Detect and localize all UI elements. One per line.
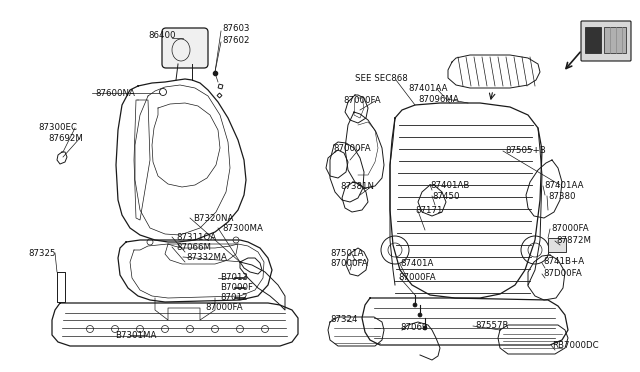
Text: 87300MA: 87300MA	[222, 224, 263, 232]
Text: RB7000DC: RB7000DC	[552, 340, 598, 350]
Text: 87505+B: 87505+B	[505, 145, 546, 154]
Text: B7320NA: B7320NA	[193, 214, 234, 222]
Circle shape	[413, 303, 417, 307]
Text: SEE SEC868: SEE SEC868	[355, 74, 408, 83]
Text: 87000FA: 87000FA	[205, 304, 243, 312]
Text: 87D00FA: 87D00FA	[543, 269, 582, 279]
Text: 87557R: 87557R	[475, 321, 509, 330]
Text: 87380: 87380	[548, 192, 575, 201]
Text: 87603: 87603	[222, 23, 250, 32]
Circle shape	[423, 326, 427, 330]
Text: 87325: 87325	[28, 248, 56, 257]
Text: 87171: 87171	[415, 205, 442, 215]
Text: 87000FA: 87000FA	[398, 273, 436, 282]
Text: 87501A: 87501A	[330, 248, 364, 257]
Text: 87381N: 87381N	[340, 182, 374, 190]
Text: 87311QA: 87311QA	[176, 232, 216, 241]
Text: 87069: 87069	[400, 324, 428, 333]
Text: 87450: 87450	[432, 192, 460, 201]
Text: 87066M: 87066M	[176, 243, 211, 251]
FancyBboxPatch shape	[581, 21, 631, 61]
Text: 87401AB: 87401AB	[430, 180, 469, 189]
Text: 86400: 86400	[148, 31, 175, 39]
Text: 87012: 87012	[220, 294, 248, 302]
Text: 87692M: 87692M	[48, 134, 83, 142]
Text: 87602: 87602	[222, 35, 250, 45]
Text: 87000FA: 87000FA	[551, 224, 589, 232]
Text: 87401AA: 87401AA	[544, 180, 584, 189]
Text: 87000FA: 87000FA	[343, 96, 381, 105]
Text: 87401AA: 87401AA	[408, 83, 447, 93]
Text: 87300EC: 87300EC	[38, 122, 77, 131]
Text: 87332MA: 87332MA	[186, 253, 227, 262]
Text: 8741B+A: 8741B+A	[543, 257, 584, 266]
Circle shape	[418, 313, 422, 317]
Bar	[585, 27, 601, 53]
Text: B7301MA: B7301MA	[115, 330, 156, 340]
FancyBboxPatch shape	[162, 28, 208, 68]
Text: 87872M: 87872M	[556, 235, 591, 244]
Text: 87000FA: 87000FA	[333, 144, 371, 153]
Bar	[604, 27, 626, 53]
Text: 87096MA: 87096MA	[418, 94, 459, 103]
Bar	[548, 238, 566, 252]
Text: 87401A: 87401A	[400, 259, 433, 267]
Text: 87000FA: 87000FA	[330, 260, 367, 269]
Text: B7000F: B7000F	[220, 283, 253, 292]
Text: 87324: 87324	[330, 315, 358, 324]
Text: 87600NA: 87600NA	[95, 89, 135, 97]
Text: B7013: B7013	[220, 273, 248, 282]
